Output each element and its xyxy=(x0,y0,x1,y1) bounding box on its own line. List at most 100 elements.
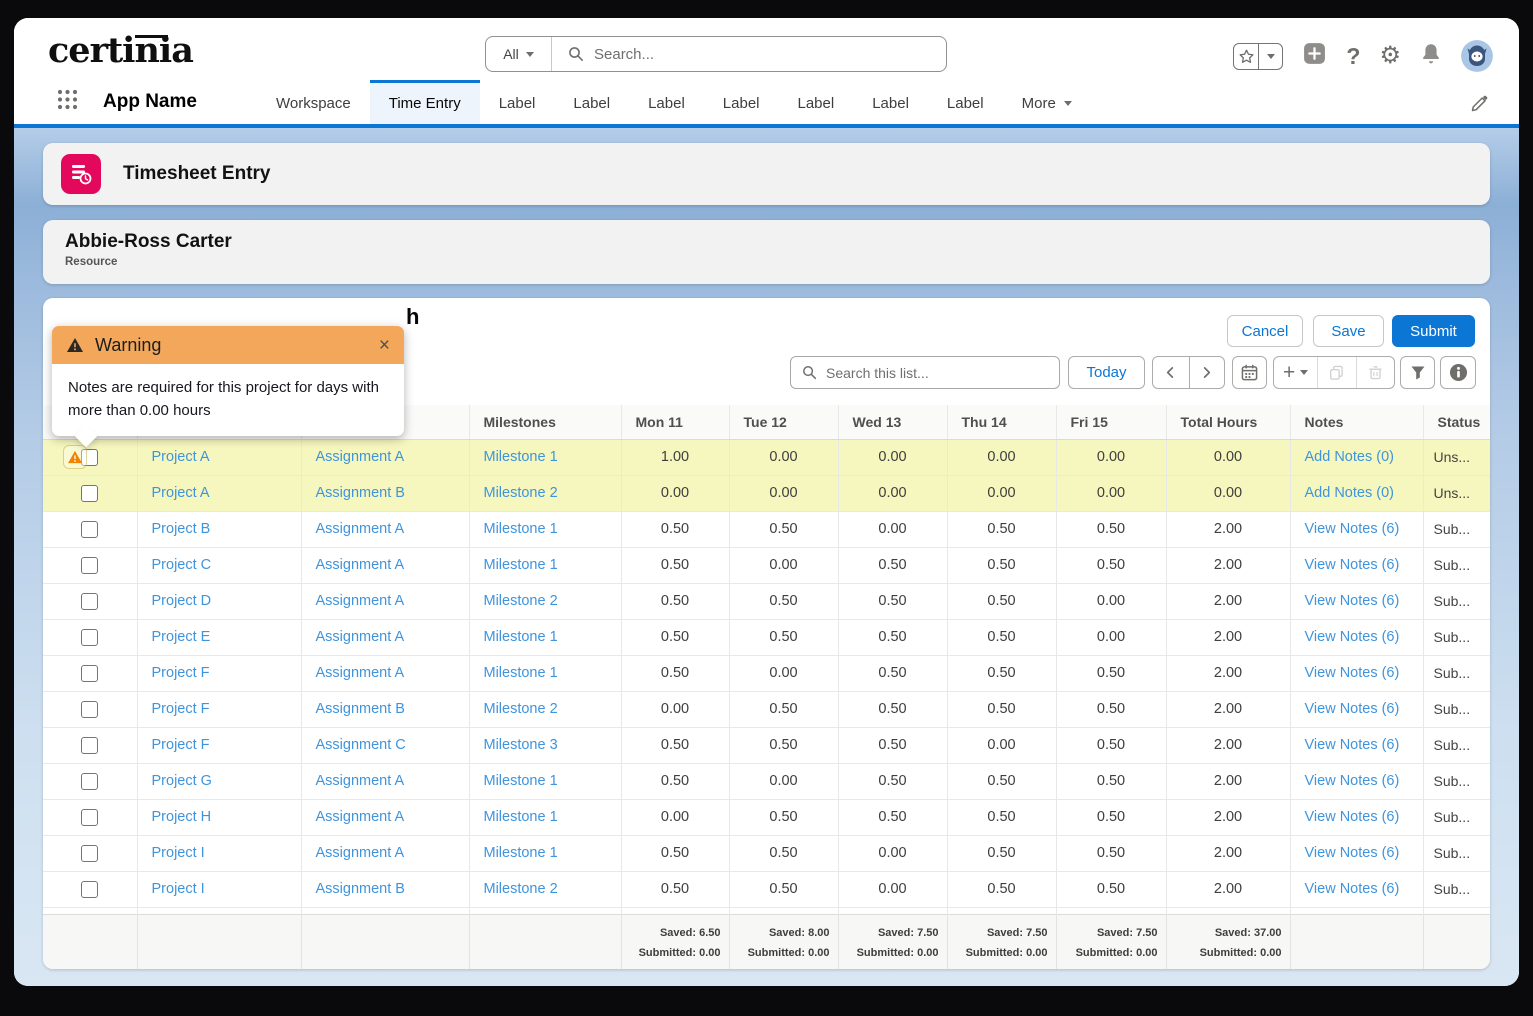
hours-cell-day-2[interactable]: 0.50 xyxy=(729,871,838,907)
hours-cell-day-2[interactable]: 0.00 xyxy=(729,439,838,475)
hours-cell-day-1[interactable]: 0.00 xyxy=(621,691,729,727)
project-link[interactable]: Project C xyxy=(152,557,212,573)
hours-cell-day-2[interactable]: 0.00 xyxy=(729,475,838,511)
hours-cell-day-4[interactable]: 0.50 xyxy=(947,547,1056,583)
notes-link[interactable]: View Notes (6) xyxy=(1305,665,1400,681)
hours-cell-day-5[interactable]: 0.00 xyxy=(1056,583,1166,619)
tab-label[interactable]: Label xyxy=(853,80,928,124)
notes-link[interactable]: View Notes (6) xyxy=(1305,593,1400,609)
hours-cell-day-5[interactable]: 0.50 xyxy=(1056,691,1166,727)
hours-cell-day-5[interactable]: 0.00 xyxy=(1056,475,1166,511)
project-link[interactable]: Project F xyxy=(152,737,210,753)
notes-link[interactable]: View Notes (6) xyxy=(1305,845,1400,861)
delete-row-button-disabled[interactable] xyxy=(1356,357,1394,388)
assignment-link[interactable]: Assignment A xyxy=(316,845,405,861)
hours-cell-day-2[interactable]: 0.00 xyxy=(729,655,838,691)
hours-cell-day-5[interactable]: 0.50 xyxy=(1056,799,1166,835)
notes-link[interactable]: View Notes (6) xyxy=(1305,557,1400,573)
tab-label[interactable]: Label xyxy=(928,80,1003,124)
milestone-link[interactable]: Milestone 1 xyxy=(484,557,558,573)
project-link[interactable]: Project D xyxy=(152,593,212,609)
hours-cell-day-4[interactable]: 0.50 xyxy=(947,763,1056,799)
hours-cell-day-3[interactable]: 0.50 xyxy=(838,799,947,835)
hours-cell-day-2[interactable]: 0.50 xyxy=(729,835,838,871)
tab-label[interactable]: Label xyxy=(704,80,779,124)
row-checkbox[interactable] xyxy=(81,701,98,718)
assignment-link[interactable]: Assignment B xyxy=(316,701,405,717)
assignment-link[interactable]: Assignment A xyxy=(316,449,405,465)
hours-cell-day-1[interactable]: 0.50 xyxy=(621,583,729,619)
hours-cell-day-4[interactable]: 0.50 xyxy=(947,511,1056,547)
project-link[interactable]: Project F xyxy=(152,665,210,681)
hours-cell-day-3[interactable]: 0.50 xyxy=(838,655,947,691)
hours-cell-day-1[interactable]: 0.50 xyxy=(621,547,729,583)
next-week-button[interactable] xyxy=(1189,357,1225,388)
row-checkbox[interactable] xyxy=(81,593,98,610)
row-checkbox[interactable] xyxy=(81,737,98,754)
edit-pencil-icon[interactable] xyxy=(1471,94,1489,117)
cancel-button[interactable]: Cancel xyxy=(1227,315,1303,347)
tab-label[interactable]: Label xyxy=(480,80,555,124)
hours-cell-day-1[interactable]: 0.50 xyxy=(621,619,729,655)
notes-link[interactable]: View Notes (6) xyxy=(1305,809,1400,825)
copy-row-button-disabled[interactable] xyxy=(1317,357,1355,388)
project-link[interactable]: Project G xyxy=(152,773,212,789)
hours-cell-day-3[interactable]: 0.50 xyxy=(838,763,947,799)
hours-cell-day-2[interactable]: 0.50 xyxy=(729,727,838,763)
add-row-button[interactable]: + xyxy=(1274,357,1317,388)
assignment-link[interactable]: Assignment A xyxy=(316,521,405,537)
assignment-link[interactable]: Assignment A xyxy=(316,557,405,573)
row-checkbox[interactable] xyxy=(81,629,98,646)
project-link[interactable]: Project A xyxy=(152,485,210,501)
milestone-link[interactable]: Milestone 1 xyxy=(484,809,558,825)
assignment-link[interactable]: Assignment C xyxy=(316,737,406,753)
project-link[interactable]: Project I xyxy=(152,881,205,897)
save-button[interactable]: Save xyxy=(1313,315,1384,347)
info-button[interactable] xyxy=(1440,356,1476,389)
hours-cell-day-5[interactable]: 0.00 xyxy=(1056,439,1166,475)
date-picker-button[interactable] xyxy=(1232,356,1267,389)
milestone-link[interactable]: Milestone 1 xyxy=(484,521,558,537)
hours-cell-day-1[interactable]: 0.50 xyxy=(621,871,729,907)
notes-link[interactable]: View Notes (6) xyxy=(1305,881,1400,897)
hours-cell-day-1[interactable]: 0.50 xyxy=(621,763,729,799)
milestone-link[interactable]: Milestone 1 xyxy=(484,449,558,465)
hours-cell-day-4[interactable]: 0.00 xyxy=(947,475,1056,511)
hours-cell-day-3[interactable]: 0.50 xyxy=(838,583,947,619)
row-checkbox[interactable] xyxy=(81,845,98,862)
assignment-link[interactable]: Assignment A xyxy=(316,665,405,681)
hours-cell-day-1[interactable]: 0.50 xyxy=(621,511,729,547)
hours-cell-day-1[interactable]: 1.00 xyxy=(621,439,729,475)
milestone-link[interactable]: Milestone 1 xyxy=(484,845,558,861)
assignment-link[interactable]: Assignment A xyxy=(316,629,405,645)
hours-cell-day-3[interactable]: 0.00 xyxy=(838,511,947,547)
hours-cell-day-4[interactable]: 0.50 xyxy=(947,835,1056,871)
hours-cell-day-4[interactable]: 0.50 xyxy=(947,691,1056,727)
assignment-link[interactable]: Assignment A xyxy=(316,809,405,825)
row-checkbox[interactable] xyxy=(81,809,98,826)
hours-cell-day-1[interactable]: 0.50 xyxy=(621,655,729,691)
filter-button[interactable] xyxy=(1400,356,1435,389)
hours-cell-day-3[interactable]: 0.00 xyxy=(838,871,947,907)
app-launcher-icon[interactable] xyxy=(57,89,78,115)
hours-cell-day-4[interactable]: 0.50 xyxy=(947,871,1056,907)
project-link[interactable]: Project H xyxy=(152,809,212,825)
hours-cell-day-1[interactable]: 0.50 xyxy=(621,835,729,871)
tab-workspace[interactable]: Workspace xyxy=(257,80,370,124)
favorite-star-icon[interactable] xyxy=(1234,44,1258,69)
assignment-link[interactable]: Assignment A xyxy=(316,773,405,789)
hours-cell-day-2[interactable]: 0.50 xyxy=(729,511,838,547)
notes-link[interactable]: View Notes (6) xyxy=(1305,629,1400,645)
row-checkbox[interactable] xyxy=(81,485,98,502)
milestone-link[interactable]: Milestone 1 xyxy=(484,629,558,645)
hours-cell-day-4[interactable]: 0.50 xyxy=(947,799,1056,835)
row-checkbox[interactable] xyxy=(81,557,98,574)
milestone-link[interactable]: Milestone 2 xyxy=(484,485,558,501)
hours-cell-day-2[interactable]: 0.50 xyxy=(729,619,838,655)
row-checkbox[interactable] xyxy=(81,665,98,682)
hours-cell-day-3[interactable]: 0.50 xyxy=(838,619,947,655)
hours-cell-day-1[interactable]: 0.50 xyxy=(621,727,729,763)
hours-cell-day-5[interactable]: 0.50 xyxy=(1056,763,1166,799)
assignment-link[interactable]: Assignment B xyxy=(316,881,405,897)
milestone-link[interactable]: Milestone 2 xyxy=(484,593,558,609)
